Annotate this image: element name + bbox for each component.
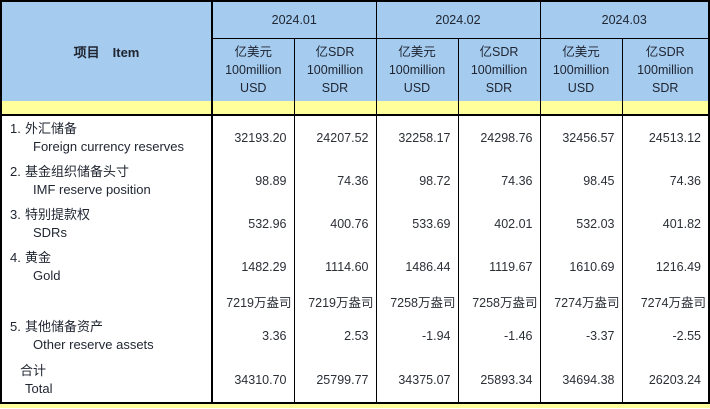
row-label-zh: 特别提款权 [25,206,91,222]
value-cell: -2.55 [621,314,709,357]
value-cell: 32258.17 [375,115,458,159]
value-cell: 7219万盎司 [211,288,294,314]
row-label-en: Gold [33,267,61,283]
value-cell: 7274万盎司 [539,288,622,314]
value-cell: 26203.24 [621,357,709,403]
row-label-zh: 黄金 [25,249,52,265]
table-row-imf-reserve-position: 2. 基金组织储备头寸 IMF reserve position 98.89 74… [1,159,709,202]
value-cell: 7258万盎司 [375,288,458,314]
bottom-yellow-band [0,404,710,408]
row-label: 1. 外汇储备 Foreign currency reserves [1,115,212,159]
value-cell: 32456.57 [539,115,622,159]
value-cell: 7219万盎司 [293,288,376,314]
value-cell: 32193.20 [211,115,294,159]
header-month-row: 项目 Item 2024.01 2024.02 2024.03 [1,1,709,101]
value-cell: 74.36 [293,159,376,202]
row-label-en: Total [25,380,53,396]
value-cell: 25893.34 [457,357,540,403]
value-cell: 2.53 [293,314,376,357]
row-label-zh: 外汇储备 [25,120,78,136]
table-row-other-reserve-assets: 5. 其他储备资产 Other reserve assets 3.36 2.53 … [1,314,709,357]
value-cell: 34310.70 [211,357,294,403]
row-label-zh: 基金组织储备头寸 [25,163,130,179]
row-label [1,288,212,314]
table-row-gold-ounces: 7219万盎司 7219万盎司 7258万盎司 7258万盎司 7274万盎司 … [1,288,709,314]
row-label: 3. 特别提款权 SDRs [1,202,212,245]
value-cell: 34375.07 [375,357,458,403]
unit-header-sdr: 亿SDR 100million SDR [457,38,540,101]
row-number: 2. [10,163,21,179]
value-cell: 1482.29 [211,245,294,288]
row-label: 合计 Total [1,357,212,403]
yellow-band-cell [457,101,540,116]
table-row-sdrs: 3. 特别提款权 SDRs 532.96 400.76 533.69 402.01… [1,202,709,245]
yellow-band-cell [211,101,294,116]
value-cell: 25799.77 [293,357,376,403]
row-label-en: Other reserve assets [33,336,154,352]
month-header-2024-03: 2024.03 [539,1,709,39]
table-row-foreign-currency-reserves: 1. 外汇储备 Foreign currency reserves 32193.2… [1,115,709,159]
value-cell: 24298.76 [457,115,540,159]
value-cell: -3.37 [539,314,622,357]
value-cell: 74.36 [621,159,709,202]
value-cell: 400.76 [293,202,376,245]
value-cell: 7258万盎司 [457,288,540,314]
row-number: 4. [10,249,21,265]
row-label: 5. 其他储备资产 Other reserve assets [1,314,212,357]
value-cell: 1119.67 [457,245,540,288]
value-cell: 24207.52 [293,115,376,159]
row-label-zh: 合计 [20,362,47,378]
unit-header-usd: 亿美元 100million USD [375,38,458,101]
value-cell: 402.01 [457,202,540,245]
value-cell: 74.36 [457,159,540,202]
value-cell: -1.94 [375,314,458,357]
value-cell: 401.82 [621,202,709,245]
value-cell: 98.45 [539,159,622,202]
yellow-band-cell [375,101,458,116]
value-cell: 532.03 [539,202,622,245]
row-label-en: Foreign currency reserves [33,138,184,154]
row-label: 4. 黄金 Gold [1,245,212,288]
unit-header-usd: 亿美元 100million USD [211,38,294,101]
value-cell: 1610.69 [539,245,622,288]
table-row-gold: 4. 黄金 Gold 1482.29 1114.60 1486.44 1119.6… [1,245,709,288]
value-cell: 1486.44 [375,245,458,288]
value-cell: 3.36 [211,314,294,357]
row-label: 2. 基金组织储备头寸 IMF reserve position [1,159,212,202]
yellow-band-cell [621,101,709,116]
yellow-band-cell [293,101,376,116]
value-cell: 7274万盎司 [621,288,709,314]
value-cell: 532.96 [211,202,294,245]
value-cell: 24513.12 [621,115,709,159]
value-cell: 98.89 [211,159,294,202]
row-label-en: IMF reserve position [33,181,151,197]
yellow-band-cell [1,101,212,116]
row-number: 3. [10,206,21,222]
row-number: 1. [10,120,21,136]
value-cell: 1216.49 [621,245,709,288]
value-cell: 98.72 [375,159,458,202]
yellow-band-cell [539,101,622,116]
row-label-en: SDRs [33,224,67,240]
unit-header-sdr: 亿SDR 100million SDR [621,38,709,101]
item-column-header: 项目 Item [1,1,212,101]
table-row-total: 合计 Total 34310.70 25799.77 34375.07 2589… [1,357,709,403]
unit-header-usd: 亿美元 100million USD [539,38,622,101]
value-cell: 1114.60 [293,245,376,288]
unit-header-sdr: 亿SDR 100million SDR [293,38,376,101]
row-number: 5. [10,318,21,334]
value-cell: 34694.38 [539,357,622,403]
row-label-zh: 其他储备资产 [25,318,104,334]
value-cell: 533.69 [375,202,458,245]
header-unit-row: 亿美元 100million USD 亿SDR 100million SDR 亿… [1,38,709,101]
month-header-2024-01: 2024.01 [211,1,376,39]
value-cell: -1.46 [457,314,540,357]
yellow-band-row [1,101,709,116]
month-header-2024-02: 2024.02 [375,1,540,39]
